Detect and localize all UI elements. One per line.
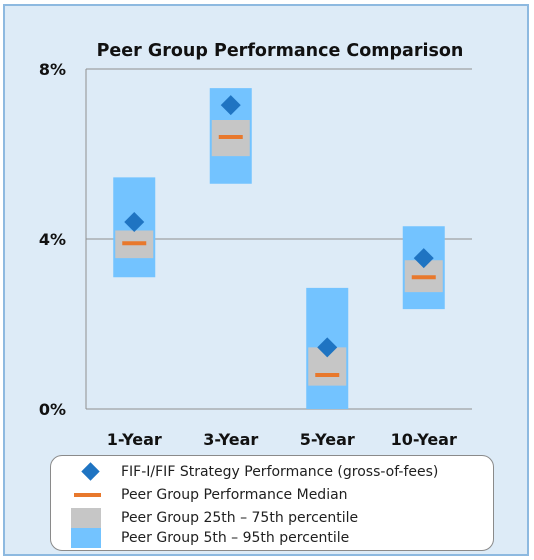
legend-label-iqr: Peer Group 25th – 75th percentile [121, 510, 359, 526]
y-tick-labels: 8% 4% 0% [39, 60, 66, 419]
chart-title: Peer Group Performance Comparison [97, 41, 464, 61]
legend-swatch-performance [71, 462, 111, 482]
median-mark [122, 241, 147, 246]
x-tick-label: 3-Year [203, 430, 258, 449]
legend: FIF-I/FIF Strategy Performance (gross-of… [50, 455, 494, 551]
legend-swatch-range [71, 528, 111, 548]
performance-markers [124, 95, 434, 358]
performance-marker [220, 95, 241, 116]
performance-marker [413, 248, 434, 269]
legend-swatch-iqr [71, 508, 111, 528]
x-tick-label: 5-Year [300, 430, 355, 449]
legend-label-performance: FIF-I/FIF Strategy Performance (gross-of… [121, 464, 439, 480]
legend-item-iqr: Peer Group 25th – 75th percentile [51, 508, 358, 528]
legend-item-median: Peer Group Performance Median [51, 485, 348, 505]
legend-item-range: Peer Group 5th – 95th percentile [51, 528, 349, 548]
y-tick-label: 8% [39, 60, 66, 79]
y-tick-label: 0% [39, 400, 66, 419]
median-mark [315, 373, 340, 377]
x-tick-label: 10-Year [391, 430, 457, 449]
legend-label-median: Peer Group Performance Median [121, 487, 348, 503]
median-marks [122, 135, 436, 377]
iqr-boxes [115, 120, 443, 386]
range-boxes [113, 88, 445, 409]
performance-marker [317, 337, 338, 358]
performance-marker [124, 212, 145, 232]
median-mark [411, 275, 436, 280]
median-mark [218, 135, 243, 139]
y-tick-label: 4% [39, 230, 66, 249]
x-tick-labels: 1-Year 3-Year 5-Year 10-Year [107, 430, 457, 449]
x-tick-label: 1-Year [107, 430, 162, 449]
legend-swatch-median [71, 485, 111, 505]
legend-label-range: Peer Group 5th – 95th percentile [121, 530, 350, 546]
legend-item-performance: FIF-I/FIF Strategy Performance (gross-of… [51, 462, 438, 482]
